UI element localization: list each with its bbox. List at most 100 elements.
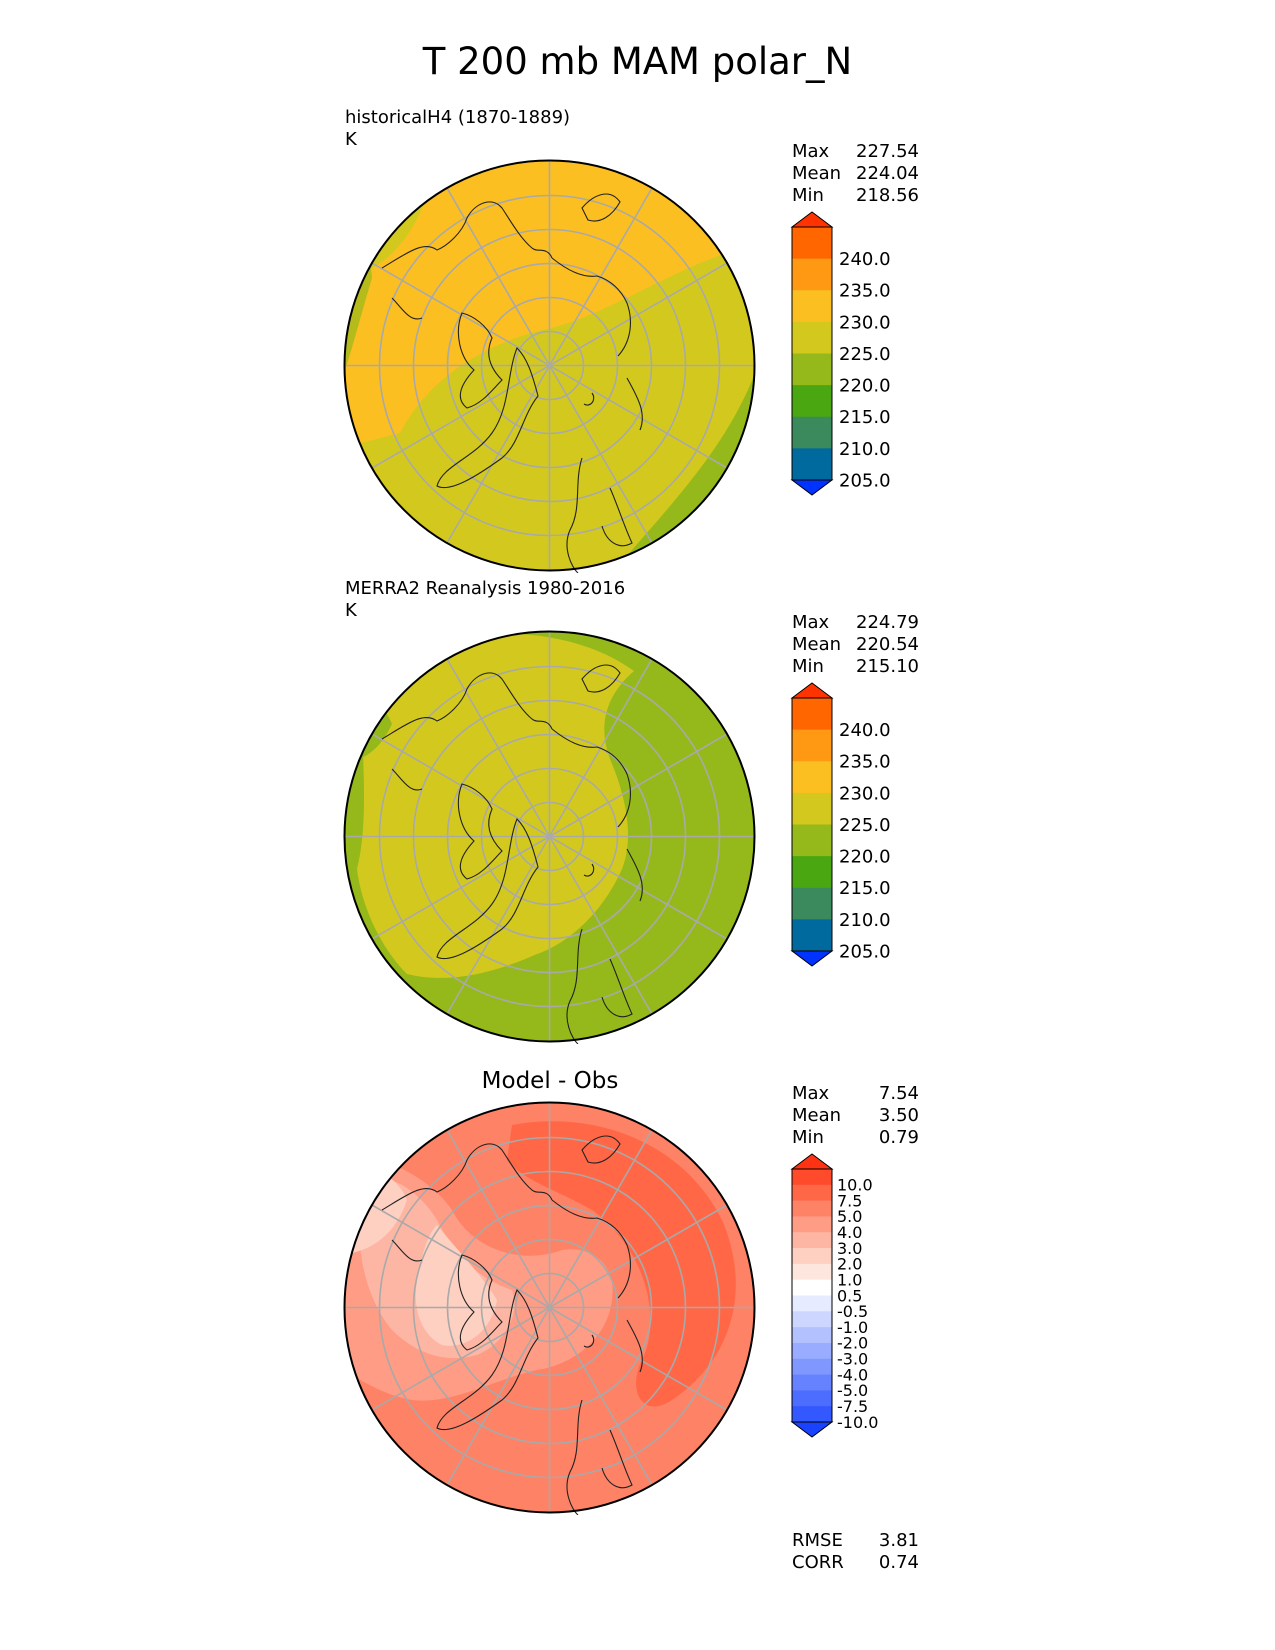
panel-1-units: K	[345, 129, 357, 150]
colorbar-tick-label: -2.0	[837, 1334, 868, 1353]
colorbar-tick-label: 230.0	[839, 312, 891, 333]
panel-2-units: K	[345, 600, 357, 621]
colorbar-segment	[792, 1295, 832, 1312]
metric-corr: CORR 0.74	[792, 1552, 919, 1573]
colorbar-segment	[792, 448, 832, 481]
colorbar-segment	[792, 1248, 832, 1265]
stat-max: Max 224.79	[792, 612, 919, 633]
colorbar-segment	[792, 1374, 832, 1391]
colorbar-segment	[792, 1279, 832, 1296]
colorbar-segment	[792, 1169, 832, 1186]
colorbar-segments	[790, 682, 834, 967]
panel-2-label: MERRA2 Reanalysis 1980-2016 K	[345, 578, 625, 622]
colorbar-tick-label: 235.0	[839, 281, 891, 302]
stat-min: Min 215.10	[792, 656, 919, 677]
colorbar-segment	[792, 1327, 832, 1344]
colorbar-segment	[792, 856, 832, 889]
colorbar-segment	[792, 1390, 832, 1407]
colorbar-segment	[792, 321, 832, 354]
colorbar-tick-label: -3.0	[837, 1350, 868, 1369]
colorbar-tick-label: 215.0	[839, 407, 891, 428]
colorbar-difference: 10.0 7.5 5.0 4.0 3.0 2.0 1.0 0.5 -0.5 -1.0 -2.0 -3.…	[789, 1153, 929, 1438]
colorbar-top-extension	[790, 682, 834, 699]
colorbar-tick-label: 210.0	[839, 439, 891, 460]
colorbar-segment	[792, 353, 832, 386]
colorbar-segment	[792, 290, 832, 323]
colorbar-segment	[792, 1311, 832, 1328]
colorbar-segment	[792, 729, 832, 762]
panel-2-stats: Max 224.79 Mean 220.54 Min 215.10	[792, 612, 919, 678]
stat-max: Max 7.54	[792, 1083, 919, 1104]
colorbar-tick-label: 5.0	[837, 1207, 862, 1226]
stat-mean: Mean 3.50	[792, 1105, 919, 1126]
colorbar-tick-label: 210.0	[839, 910, 891, 931]
colorbar-segment	[792, 887, 832, 920]
colorbar-frame	[791, 226, 833, 481]
stat-max: Max 227.54	[792, 141, 919, 162]
colorbar-segment	[792, 1342, 832, 1360]
colorbar-segment	[792, 1184, 832, 1202]
panel-1-label: historicalH4 (1870-1889) K	[345, 107, 570, 151]
colorbar-top-extension	[790, 1153, 834, 1170]
colorbar-tick-label: 205.0	[839, 941, 891, 962]
colorbar-segment	[792, 258, 832, 291]
panel-3-metrics: RMSE 3.81 CORR 0.74	[792, 1530, 919, 1574]
colorbar-segment	[792, 1232, 832, 1249]
colorbar-tick-label: -10.0	[837, 1413, 878, 1432]
colorbar-segment	[792, 1263, 832, 1281]
colorbar-tick-label: 240.0	[839, 720, 891, 741]
colorbar-svg: 240.0 235.0 230.0 225.0 220.0 215.0 210.0 205.0…	[790, 211, 891, 496]
stat-mean: Mean 220.54	[792, 634, 919, 655]
polar-map-difference	[342, 1100, 757, 1515]
colorbar-tick-labels: 240.0 235.0 230.0 225.0 220.0 215.0 210.0 205.0…	[839, 720, 891, 962]
colorbar-segments	[790, 1153, 834, 1438]
colorbar-segment	[792, 919, 832, 952]
figure-title: T 200 mb MAM polar_N	[422, 40, 853, 83]
colorbar-segment	[792, 698, 832, 731]
colorbar-segments	[790, 211, 834, 496]
colorbar-tick-label: 220.0	[839, 376, 891, 397]
colorbar-tick-label: -1.0	[837, 1318, 868, 1337]
colorbar-tick-label: 0.5	[837, 1286, 862, 1305]
colorbar-segment	[792, 416, 832, 449]
colorbar-segment	[792, 1358, 832, 1376]
colorbar-segment	[792, 1406, 832, 1423]
colorbar-tick-label: 3.0	[837, 1239, 862, 1258]
colorbar-segment	[792, 792, 832, 825]
colorbar-tick-label: -7.5	[837, 1397, 868, 1416]
colorbar-tick-label: -0.5	[837, 1302, 868, 1321]
colorbar-tick-label: 205.0	[839, 470, 891, 491]
colorbar-segment	[792, 761, 832, 794]
colorbar-tick-label: 4.0	[837, 1223, 862, 1242]
colorbar-tick-label: 215.0	[839, 878, 891, 899]
stat-min: Min 218.56	[792, 185, 919, 206]
colorbar-tick-label: 7.5	[837, 1191, 862, 1210]
colorbar-segment	[792, 824, 832, 857]
colorbar-tick-labels: 10.07.55.04.03.02.01.00.5-0.5-1.0-2.0-3.…	[837, 1176, 878, 1432]
colorbar-frame	[791, 697, 833, 952]
colorbar-bottom-extension	[790, 950, 834, 967]
colorbar-tick-labels: 240.0 235.0 230.0 225.0 220.0 215.0 210.0 205.0…	[839, 249, 891, 491]
colorbar-tick-label: 10.0	[837, 1176, 873, 1195]
colorbar-top-extension	[790, 211, 834, 228]
colorbar-field-2: 240.0 235.0 230.0 225.0 220.0 215.0 210.0 205.0…	[789, 682, 929, 967]
colorbar-segment	[792, 1200, 832, 1217]
metric-rmse: RMSE 3.81	[792, 1530, 919, 1551]
colorbar-tick-label: 2.0	[837, 1255, 862, 1274]
panel-2-title: MERRA2 Reanalysis 1980-2016	[345, 578, 626, 599]
panel-3-title: Model - Obs	[481, 1068, 619, 1094]
colorbar-field-1: 240.0 235.0 230.0 225.0 220.0 215.0 210.0 205.0…	[789, 211, 929, 496]
colorbar-segment	[792, 1216, 832, 1233]
colorbar-tick-label: 1.0	[837, 1270, 862, 1289]
colorbar-tick-label: 240.0	[839, 249, 891, 270]
stat-mean: Mean 224.04	[792, 163, 919, 184]
colorbar-tick-label: -5.0	[837, 1381, 868, 1400]
colorbar-segment	[792, 385, 832, 418]
colorbar-segment	[792, 227, 832, 260]
colorbar-tick-label: 230.0	[839, 783, 891, 804]
colorbar-bottom-extension	[790, 479, 834, 496]
colorbar-tick-label: 225.0	[839, 344, 891, 365]
panel-1-title: historicalH4 (1870-1889)	[345, 107, 571, 128]
colorbar-tick-label: 220.0	[839, 847, 891, 868]
stat-min: Min 0.79	[792, 1127, 919, 1148]
